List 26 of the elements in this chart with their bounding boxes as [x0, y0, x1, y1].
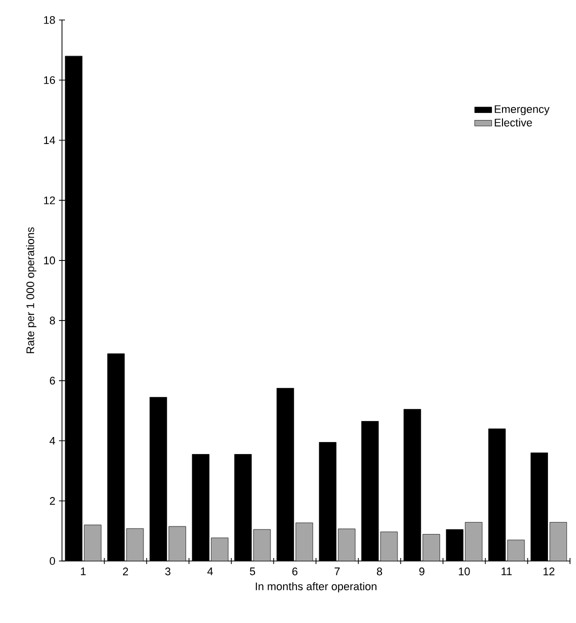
x-axis-title: In months after operation — [256, 582, 376, 592]
x-tick-label: 11 — [502, 568, 512, 576]
y-tick-label: 12 — [44, 196, 55, 204]
y-tick-label: 18 — [44, 16, 55, 24]
x-tick-label: 2 — [122, 568, 128, 576]
y-axis-title: Rate per 1 000 operations — [26, 227, 36, 354]
x-tick-label: 8 — [376, 568, 382, 576]
y-tick-label: 14 — [44, 136, 56, 144]
x-tick-label: 1 — [80, 568, 86, 576]
y-tick-label: 16 — [44, 76, 55, 84]
x-tick-label: 3 — [165, 568, 170, 576]
x-tick-label: 7 — [334, 568, 340, 576]
x-tick-label: 6 — [292, 568, 298, 576]
y-tick-label: 0 — [50, 557, 56, 565]
x-tick-label: 9 — [419, 568, 424, 576]
x-tick-label: 5 — [250, 568, 256, 576]
x-tick-label: 4 — [207, 568, 213, 576]
legend-label: Emergency — [494, 105, 550, 116]
y-tick-label: 4 — [50, 437, 56, 445]
y-tick-label: 6 — [50, 376, 55, 385]
x-tick-label: 12 — [544, 568, 554, 576]
y-tick-label: 8 — [50, 316, 55, 324]
x-tick-label: 10 — [458, 568, 470, 576]
legend-label: Elective — [494, 118, 532, 126]
y-tick-label: 10 — [44, 256, 56, 264]
y-tick-label: 2 — [50, 497, 55, 505]
